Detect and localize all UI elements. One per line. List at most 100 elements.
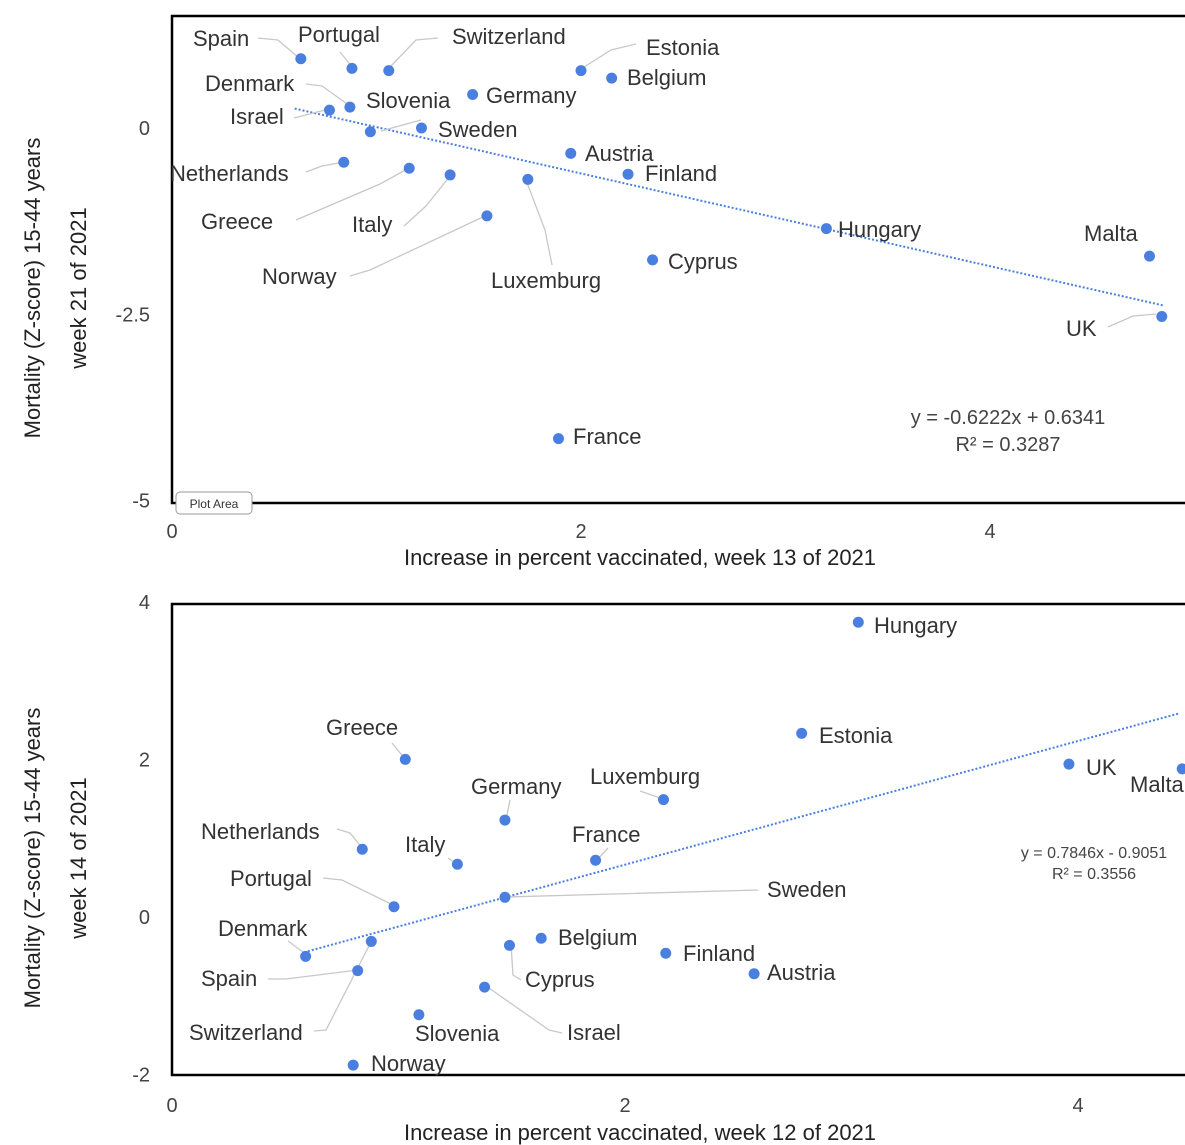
- point-austria: [748, 968, 760, 980]
- point-austria: [565, 147, 577, 159]
- chart-week21: 0 -2.5 -5 0 2 4 Increase in percent vaccinated…: [20, 14, 1185, 570]
- y-tick-label: -5: [132, 491, 150, 513]
- point-netherlands: [338, 156, 350, 168]
- leader-line-denmark: [305, 83, 351, 107]
- leader-line-sweden: [505, 889, 759, 898]
- point-label-spain: Spain: [201, 966, 257, 991]
- leader-line-spain: [257, 37, 300, 59]
- point-label-norway: Norway: [371, 1051, 446, 1076]
- point-italy: [451, 858, 463, 870]
- y-axis-title: Mortality (Z-score) 15-44 years: [20, 708, 45, 1009]
- point-label-greece: Greece: [201, 209, 273, 234]
- chart-week14: 4 2 0 -2 0 2 4 Increase in percent vaccinated, …: [20, 592, 1185, 1145]
- point-portugal: [346, 62, 358, 74]
- point-label-luxemburg: Luxemburg: [491, 268, 601, 293]
- point-label-malta: Malta: [1130, 772, 1185, 797]
- point-label-slovenia: Slovenia: [415, 1021, 500, 1046]
- point-label-greece: Greece: [326, 715, 398, 740]
- x-axis-title: Increase in percent vaccinated, week 13 …: [404, 545, 876, 570]
- point-label-italy: Italy: [405, 832, 445, 857]
- point-label-switzerland: Switzerland: [452, 24, 566, 49]
- point-luxemburg: [522, 173, 534, 185]
- point-label-cyprus: Cyprus: [525, 967, 595, 992]
- point-sweden: [415, 122, 427, 134]
- point-switzerland: [383, 65, 395, 77]
- point-label-luxemburg: Luxemburg: [590, 764, 700, 789]
- point-label-estonia: Estonia: [819, 723, 893, 748]
- point-israel: [323, 104, 335, 116]
- leader-line-estonia: [580, 43, 637, 70]
- leader-line-israel: [485, 985, 563, 1034]
- point-israel: [479, 981, 491, 993]
- point-germany: [499, 814, 511, 826]
- point-spain: [295, 53, 307, 65]
- point-netherlands: [356, 843, 368, 855]
- point-label-belgium: Belgium: [558, 925, 637, 950]
- point-belgium: [535, 932, 547, 944]
- point-hungary: [820, 223, 832, 235]
- point-label-hungary: Hungary: [838, 217, 921, 242]
- point-malta: [1144, 250, 1156, 262]
- y-axis-title-line2: week 14 of 2021: [66, 777, 91, 939]
- point-label-sweden: Sweden: [438, 117, 518, 142]
- point-label-france: France: [573, 424, 641, 449]
- point-label-netherlands: Netherlands: [170, 161, 289, 186]
- point-greece: [403, 162, 415, 174]
- y-tick-label: 4: [139, 592, 150, 614]
- point-label-uk: UK: [1066, 316, 1097, 341]
- point-label-germany: Germany: [486, 83, 576, 108]
- point-cyprus: [647, 254, 659, 266]
- leader-line-uk: [1107, 313, 1157, 328]
- point-label-malta: Malta: [1084, 221, 1139, 246]
- y-axis-title: Mortality (Z-score) 15-44 years: [20, 138, 45, 439]
- point-label-netherlands: Netherlands: [201, 819, 320, 844]
- leader-line-israel: [293, 108, 330, 119]
- point-spain: [300, 950, 312, 962]
- point-label-estonia: Estonia: [646, 35, 720, 60]
- point-label-hungary: Hungary: [874, 613, 957, 638]
- x-tick-label: 4: [1072, 1095, 1083, 1117]
- leader-line-norway: [349, 215, 486, 277]
- trendline: [307, 712, 1181, 953]
- point-sweden: [499, 891, 511, 903]
- y-tick-label: -2.5: [116, 304, 150, 326]
- plot-frame: [170, 602, 1185, 1077]
- leader-line-netherlands: [336, 828, 364, 850]
- trendline: [294, 107, 1165, 307]
- point-finland: [622, 168, 634, 180]
- leader-line-italy: [403, 175, 451, 227]
- y-tick-label: 0: [139, 118, 150, 140]
- point-france: [590, 854, 602, 866]
- leader-line-portugal: [322, 877, 396, 907]
- point-label-cyprus: Cyprus: [668, 249, 738, 274]
- y-tick-label: -2: [132, 1065, 150, 1087]
- leader-line-sweden: [380, 119, 422, 132]
- point-portugal: [388, 901, 400, 913]
- r-squared: R² = 0.3287: [955, 434, 1060, 456]
- point-estonia: [796, 727, 808, 739]
- point-label-finland: Finland: [683, 941, 755, 966]
- point-label-slovenia: Slovenia: [366, 88, 451, 113]
- y-tick-label: 2: [139, 749, 150, 771]
- leader-line-switzerland: [313, 939, 373, 1032]
- x-axis-title: Increase in percent vaccinated, week 12 …: [404, 1120, 876, 1145]
- point-germany: [364, 126, 376, 138]
- point-luxemburg: [658, 794, 670, 806]
- point-label-france: France: [572, 822, 640, 847]
- point-france: [553, 433, 565, 445]
- x-tick-label: 0: [166, 1095, 177, 1117]
- point-label-denmark: Denmark: [218, 916, 308, 941]
- leader-line-switzerland: [388, 37, 439, 69]
- x-tick-label: 0: [166, 521, 177, 543]
- point-estonia: [575, 65, 587, 77]
- x-tick-label: 4: [984, 521, 995, 543]
- point-denmark: [365, 935, 377, 947]
- point-label-belgium: Belgium: [627, 65, 706, 90]
- y-tick-label: 0: [139, 907, 150, 929]
- plot-area-tag[interactable]: Plot Area: [175, 491, 253, 515]
- point-label-germany: Germany: [471, 774, 561, 799]
- point-hungary: [852, 616, 864, 628]
- leader-line-netherlands: [305, 161, 345, 173]
- point-label-austria: Austria: [585, 141, 654, 166]
